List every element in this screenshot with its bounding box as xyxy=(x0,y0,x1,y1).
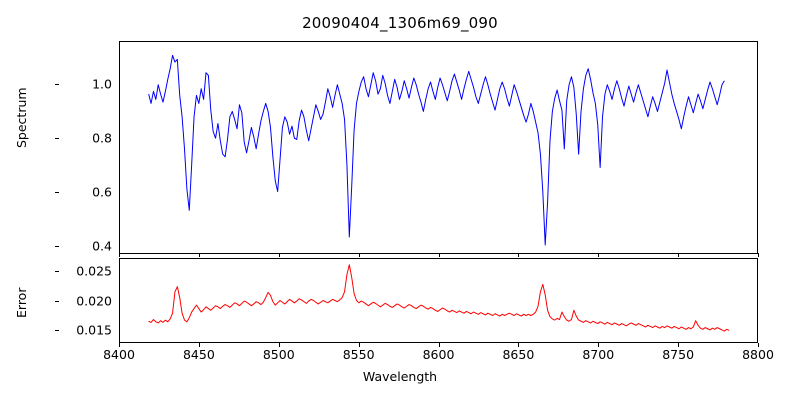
spectrum-y-axis: 0.4 0.6 0.8 1.0 xyxy=(60,41,112,254)
x-tick-label: 8750 xyxy=(662,347,694,362)
y-tick-label: 0.4 xyxy=(92,238,112,253)
y-tick-mark xyxy=(55,138,59,139)
y-tick-mark xyxy=(55,192,59,193)
x-tick-mark xyxy=(439,343,440,347)
x-tick-mark xyxy=(119,253,120,257)
x-tick-mark xyxy=(279,253,280,257)
x-tick-label: 8700 xyxy=(582,347,614,362)
y-tick-mark xyxy=(55,330,59,331)
x-tick-mark xyxy=(359,343,360,347)
error-plot-area xyxy=(119,258,758,343)
x-tick-mark xyxy=(598,253,599,257)
x-tick-label: 8550 xyxy=(343,347,375,362)
x-tick-label: 8650 xyxy=(502,347,534,362)
figure-title: 20090404_1306m69_090 xyxy=(0,14,800,32)
x-axis-label: Wavelength xyxy=(0,369,800,384)
figure-canvas: 20090404_1306m69_090 0.4 0.6 0.8 1.0 Spectr… xyxy=(0,0,800,400)
y-tick-mark xyxy=(55,301,59,302)
x-tick-mark xyxy=(279,343,280,347)
y-tick-mark xyxy=(55,84,59,85)
x-tick-mark xyxy=(518,253,519,257)
y-tick-label: 0.6 xyxy=(92,184,112,199)
x-tick-label: 8400 xyxy=(103,347,135,362)
y-tick-label: 0.025 xyxy=(76,263,112,278)
error-y-axis: 0.015 0.020 0.025 xyxy=(60,258,112,343)
spectrum-line-series xyxy=(120,42,757,253)
error-line-series xyxy=(120,259,757,342)
x-tick-mark xyxy=(678,343,679,347)
x-tick-label: 8450 xyxy=(183,347,215,362)
x-tick-mark xyxy=(199,343,200,347)
x-tick-label: 8600 xyxy=(423,347,455,362)
y-tick-label: 0.020 xyxy=(76,293,112,308)
y-tick-label: 0.8 xyxy=(92,131,112,146)
y-tick-mark xyxy=(55,271,59,272)
x-tick-mark xyxy=(439,253,440,257)
x-tick-mark xyxy=(758,343,759,347)
spectrum-y-axis-label: Spectrum xyxy=(14,87,29,148)
x-tick-mark xyxy=(119,343,120,347)
x-tick-mark xyxy=(758,253,759,257)
x-tick-mark xyxy=(678,253,679,257)
x-tick-label: 8500 xyxy=(263,347,295,362)
x-tick-label: 8800 xyxy=(742,347,774,362)
y-tick-mark xyxy=(55,246,59,247)
spectrum-plot-area xyxy=(119,41,758,254)
x-tick-mark xyxy=(359,253,360,257)
y-tick-label: 1.0 xyxy=(92,77,112,92)
error-y-axis-label: Error xyxy=(14,288,29,318)
y-tick-label: 0.015 xyxy=(76,323,112,338)
x-tick-mark xyxy=(598,343,599,347)
x-tick-mark xyxy=(199,253,200,257)
x-tick-mark xyxy=(518,343,519,347)
